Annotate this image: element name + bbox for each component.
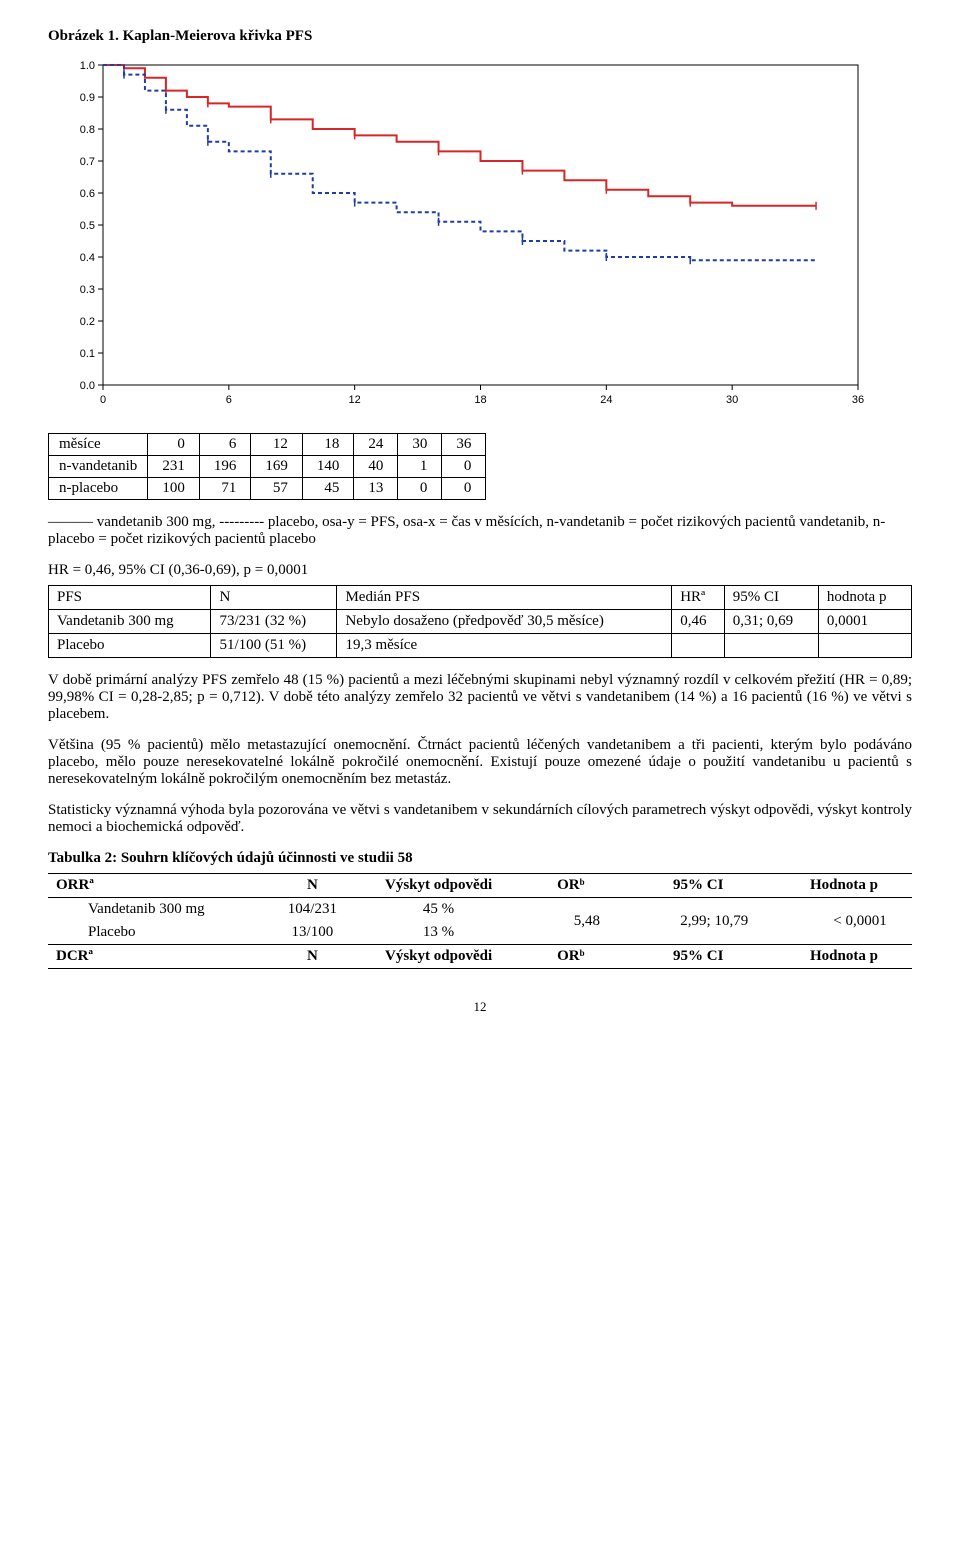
risk-cell: 169 bbox=[251, 456, 303, 478]
t2-cell: 13/100 bbox=[269, 921, 356, 945]
risk-header-label: měsíce bbox=[49, 434, 148, 456]
figure-title: Obrázek 1. Kaplan-Meierova křivka PFS bbox=[48, 28, 912, 45]
pfs-header: PFS bbox=[49, 586, 211, 610]
svg-text:0.9: 0.9 bbox=[80, 92, 95, 104]
pfs-header: N bbox=[211, 586, 337, 610]
risk-header-val: 36 bbox=[442, 434, 486, 456]
svg-text:18: 18 bbox=[474, 394, 486, 406]
t2-header: ORᵇ bbox=[521, 874, 621, 898]
t2-header: N bbox=[269, 874, 356, 898]
pfs-cell: 0,0001 bbox=[818, 610, 911, 634]
svg-text:0.1: 0.1 bbox=[80, 348, 95, 360]
t2-cell: Placebo bbox=[48, 921, 269, 945]
t2-cell: < 0,0001 bbox=[776, 898, 912, 945]
page-number: 12 bbox=[48, 999, 912, 1015]
t2-header: ORᵇ bbox=[521, 945, 621, 969]
pfs-cell bbox=[818, 634, 911, 658]
pfs-header: 95% CI bbox=[724, 586, 818, 610]
svg-text:24: 24 bbox=[600, 394, 612, 406]
risk-header-val: 6 bbox=[199, 434, 251, 456]
risk-table: měsíce061218243036 n-vandetanib231196169… bbox=[48, 433, 486, 500]
risk-cell: 196 bbox=[199, 456, 251, 478]
risk-cell: 45 bbox=[302, 478, 354, 500]
svg-text:0.3: 0.3 bbox=[80, 284, 95, 296]
risk-cell: 0 bbox=[398, 478, 442, 500]
svg-text:36: 36 bbox=[852, 394, 864, 406]
svg-text:0.8: 0.8 bbox=[80, 124, 95, 136]
risk-cell: 0 bbox=[442, 456, 486, 478]
risk-cell: 13 bbox=[354, 478, 398, 500]
t2-header: N bbox=[269, 945, 356, 969]
risk-cell: 140 bbox=[302, 456, 354, 478]
risk-cell: 0 bbox=[442, 478, 486, 500]
t2-header: Výskyt odpovědi bbox=[356, 874, 521, 898]
risk-header-val: 0 bbox=[148, 434, 200, 456]
paragraph-1: V době primární analýzy PFS zemřelo 48 (… bbox=[48, 672, 912, 723]
t2-cell: 2,99; 10,79 bbox=[621, 898, 776, 945]
t2-cell: 104/231 bbox=[269, 898, 356, 922]
risk-row-label: n-placebo bbox=[49, 478, 148, 500]
t2-header: DCRª bbox=[48, 945, 269, 969]
t2-header: Hodnota p bbox=[776, 945, 912, 969]
pfs-cell bbox=[724, 634, 818, 658]
table2: ORRªNVýskyt odpovědiORᵇ95% CIHodnota p V… bbox=[48, 873, 912, 969]
pfs-cell bbox=[672, 634, 725, 658]
risk-header-val: 30 bbox=[398, 434, 442, 456]
t2-header: Výskyt odpovědi bbox=[356, 945, 521, 969]
svg-text:30: 30 bbox=[726, 394, 738, 406]
t2-cell: 45 % bbox=[356, 898, 521, 922]
risk-cell: 71 bbox=[199, 478, 251, 500]
svg-text:0: 0 bbox=[100, 394, 106, 406]
t2-header: Hodnota p bbox=[776, 874, 912, 898]
pfs-cell: Placebo bbox=[49, 634, 211, 658]
paragraph-3: Statisticky významná výhoda byla pozorov… bbox=[48, 802, 912, 836]
svg-text:6: 6 bbox=[226, 394, 232, 406]
risk-row-label: n-vandetanib bbox=[49, 456, 148, 478]
svg-text:0.5: 0.5 bbox=[80, 220, 95, 232]
svg-text:12: 12 bbox=[349, 394, 361, 406]
t2-cell: 5,48 bbox=[521, 898, 621, 945]
table2-title: Tabulka 2: Souhrn klíčových údajů účinno… bbox=[48, 850, 912, 867]
pfs-header: hodnota p bbox=[818, 586, 911, 610]
chart-legend: ——— vandetanib 300 mg, --------- placebo… bbox=[48, 514, 912, 548]
pfs-cell: 19,3 měsíce bbox=[337, 634, 672, 658]
t2-cell: 13 % bbox=[356, 921, 521, 945]
risk-header-val: 24 bbox=[354, 434, 398, 456]
risk-cell: 100 bbox=[148, 478, 200, 500]
risk-cell: 1 bbox=[398, 456, 442, 478]
pfs-header: Medián PFS bbox=[337, 586, 672, 610]
svg-text:0.0: 0.0 bbox=[80, 380, 95, 392]
svg-text:0.6: 0.6 bbox=[80, 188, 95, 200]
pfs-cell: Vandetanib 300 mg bbox=[49, 610, 211, 634]
paragraph-2: Většina (95 % pacientů) mělo metastazují… bbox=[48, 737, 912, 788]
pfs-cell: 73/231 (32 %) bbox=[211, 610, 337, 634]
t2-cell: Vandetanib 300 mg bbox=[48, 898, 269, 922]
pfs-cell: 0,31; 0,69 bbox=[724, 610, 818, 634]
risk-cell: 40 bbox=[354, 456, 398, 478]
svg-text:1.0: 1.0 bbox=[80, 60, 95, 72]
t2-header: 95% CI bbox=[621, 874, 776, 898]
t2-header: 95% CI bbox=[621, 945, 776, 969]
pfs-cell: 0,46 bbox=[672, 610, 725, 634]
svg-text:0.2: 0.2 bbox=[80, 316, 95, 328]
pfs-cell: 51/100 (51 %) bbox=[211, 634, 337, 658]
km-chart: 0.0 0.1 0.2 0.3 0.4 0.5 0.6 0.7 0.8 0.9 1.0 0 6 12 18 2… bbox=[48, 55, 878, 415]
pfs-table: PFSNMedián PFSHRª95% CIhodnota p Vandeta… bbox=[48, 585, 912, 658]
risk-header-val: 18 bbox=[302, 434, 354, 456]
risk-cell: 57 bbox=[251, 478, 303, 500]
pfs-header: HRª bbox=[672, 586, 725, 610]
pfs-cell: Nebylo dosaženo (předpověď 30,5 měsíce) bbox=[337, 610, 672, 634]
svg-text:0.7: 0.7 bbox=[80, 156, 95, 168]
risk-cell: 231 bbox=[148, 456, 200, 478]
risk-header-val: 12 bbox=[251, 434, 303, 456]
svg-text:0.4: 0.4 bbox=[80, 252, 95, 264]
t2-header: ORRª bbox=[48, 874, 269, 898]
hr-summary: HR = 0,46, 95% CI (0,36-0,69), p = 0,000… bbox=[48, 562, 912, 579]
